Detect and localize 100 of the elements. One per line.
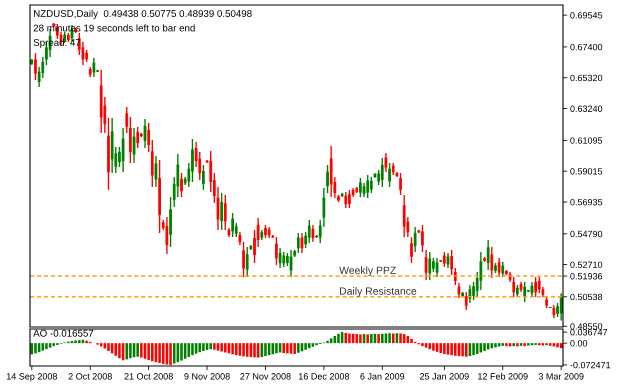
bar [348, 334, 351, 344]
bar [282, 343, 285, 354]
bar [213, 343, 216, 350]
candlestick [548, 306, 552, 309]
bar [520, 343, 522, 346]
bar [104, 343, 106, 349]
bar [268, 343, 270, 356]
y-tick-label: 0.59015 [570, 168, 602, 175]
bar [396, 333, 398, 344]
bar [85, 340, 88, 344]
bar [234, 343, 238, 356]
bar [424, 343, 428, 348]
bar [198, 343, 202, 352]
ref-line-label: Weekly PPZ [339, 266, 396, 276]
bar [220, 343, 223, 352]
bar [366, 334, 369, 344]
x-tick-label: 12 Feb 2009 [478, 372, 528, 380]
bar [231, 343, 234, 354]
y-tick-label: 0.61095 [570, 137, 602, 144]
bar [326, 340, 329, 344]
bar [191, 343, 194, 356]
bar [151, 343, 154, 362]
bar [122, 343, 124, 360]
bar [42, 343, 44, 351]
bar [144, 343, 146, 359]
bar [560, 343, 562, 348]
bar [300, 343, 304, 352]
y-tick-label: 0.51936 [570, 273, 602, 280]
bar [242, 343, 245, 356]
bar [194, 343, 198, 354]
bar [406, 336, 410, 344]
y-tick-label: 0.48550 [570, 323, 602, 330]
bar [162, 343, 165, 364]
bar [446, 343, 450, 355]
bar [45, 343, 48, 350]
bar [34, 343, 37, 354]
bar [48, 343, 52, 348]
bar [454, 343, 457, 356]
bar [458, 343, 460, 356]
bar [362, 334, 366, 344]
bar [436, 343, 438, 352]
bar [30, 343, 34, 354]
bar [228, 343, 230, 354]
bar [556, 343, 559, 348]
x-tick-label: 27 Nov 2008 [240, 373, 291, 380]
x-tick-label: 2 Oct 2008 [68, 373, 112, 380]
bar [206, 343, 208, 350]
bar [388, 333, 391, 344]
bar [184, 343, 186, 359]
bar [476, 343, 478, 354]
bar [505, 343, 508, 346]
bar [110, 343, 114, 354]
bar [468, 343, 472, 356]
bar [107, 343, 110, 351]
bar [374, 334, 376, 344]
bar [486, 343, 490, 350]
bar [527, 343, 530, 346]
y-tick-label: 0.52710 [570, 262, 602, 268]
y-tick-label: 0.63240 [570, 106, 602, 112]
bar [286, 343, 289, 354]
bar [337, 334, 340, 344]
bar [402, 334, 406, 344]
bar [443, 343, 446, 354]
bar [246, 343, 248, 357]
bar [293, 343, 296, 354]
bar [428, 343, 432, 350]
bar [344, 332, 348, 344]
bar [439, 343, 442, 354]
bar [253, 343, 256, 358]
bar [147, 343, 150, 360]
bar [464, 343, 468, 357]
bar [334, 336, 336, 344]
bar [125, 343, 128, 360]
x-tick-label: 16 Dec 2008 [298, 373, 350, 380]
bar [352, 334, 354, 344]
bar [202, 343, 205, 351]
bar [38, 343, 40, 352]
bar [355, 334, 358, 344]
y-tick-label: 0.00 [570, 340, 588, 346]
bar [250, 343, 252, 357]
ref-line-label: Daily Resistance [340, 287, 416, 297]
y-tick-label: 0.65320 [570, 74, 602, 82]
bar [166, 343, 168, 364]
x-tick-label: 25 Jan 2009 [420, 373, 469, 380]
bar [304, 343, 307, 350]
bar [384, 334, 388, 344]
bar [399, 334, 402, 344]
bar [176, 343, 180, 362]
bar [275, 343, 278, 354]
bar [330, 338, 332, 344]
bar [278, 343, 282, 352]
bar [188, 343, 190, 357]
bar [297, 343, 300, 353]
bar [450, 343, 453, 356]
bar [52, 343, 56, 346]
bar [432, 343, 435, 351]
y-tick-label: 0.036747 [570, 329, 608, 336]
bar [224, 343, 227, 352]
y-tick-label: 0.67400 [570, 44, 602, 50]
bar [542, 343, 544, 346]
